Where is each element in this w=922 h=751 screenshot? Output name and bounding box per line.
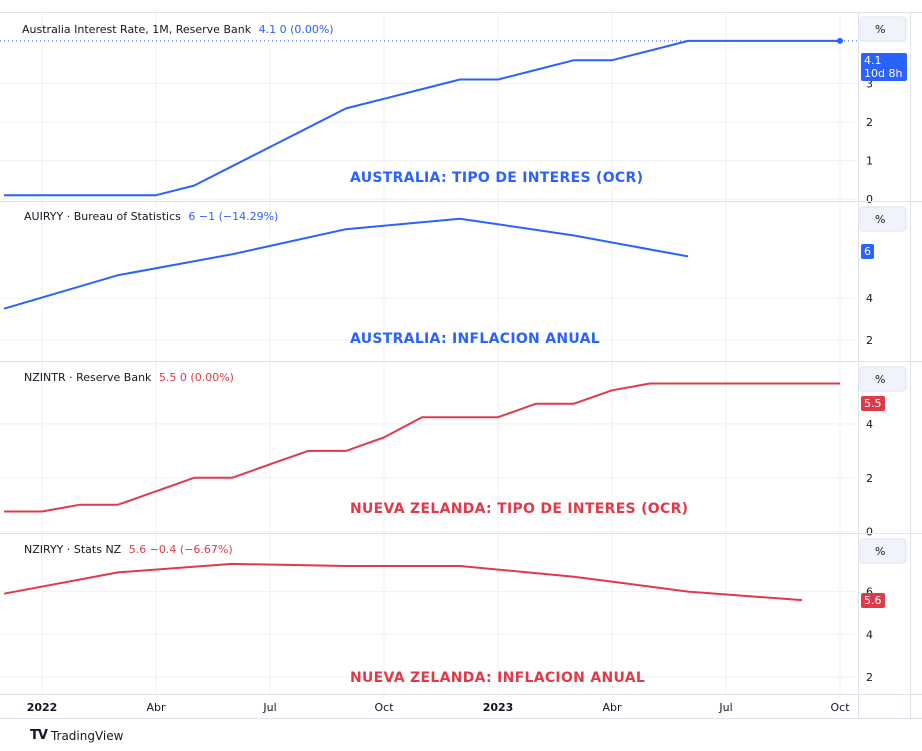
pane1-legend-name: Australia Interest Rate, 1M, Reserve Ban… [22, 23, 252, 36]
pane2-series-line [3, 217, 689, 310]
pane3-percent-label: % [875, 373, 885, 386]
pane1-y-tick-label: 3 [866, 77, 873, 90]
x-tick-label: Oct [374, 701, 394, 714]
pane4-percent-label: % [875, 545, 885, 558]
x-tick-label: Abr [146, 701, 166, 714]
pane4-y-tick-label: 6 [866, 586, 873, 599]
tradingview-logo-icon: TV [30, 728, 48, 743]
pane3-legend-name: NZINTR · Reserve Bank [24, 371, 152, 384]
pane1-countdown: 10d 8h [864, 67, 903, 80]
pane3-y-tick-label: 0 [866, 526, 873, 539]
pane1-legend: Australia Interest Rate, 1M, Reserve Ban… [22, 23, 334, 36]
pane2-annotation: AUSTRALIA: INFLACION ANUAL [350, 331, 600, 347]
pane3-annotation: NUEVA ZELANDA: TIPO DE INTERES (OCR) [350, 501, 689, 517]
pane3-legend: NZINTR · Reserve Bank 5.5 0 (0.00%) [24, 371, 234, 384]
pane2-legend-name: AUIRYY · Bureau of Statistics [24, 210, 181, 223]
pane1-percent-toggle [859, 16, 907, 42]
pane4-legend-values: 5.6 −0.4 (−6.67%) [128, 543, 233, 556]
x-tick-label: Jul [718, 701, 732, 714]
x-tick-label: 2023 [483, 701, 514, 714]
pane1-last-point-marker [837, 37, 843, 44]
x-tick-label: Jul [262, 701, 276, 714]
tradingview-branding[interactable]: TV TradingView [30, 728, 123, 743]
pane4-legend-name: NZIRYY · Stats NZ [24, 543, 122, 556]
pane3-y-tick-label: 4 [866, 418, 873, 431]
pane1-last-value-badge: 4.1 10d 8h [861, 53, 907, 81]
pane3-legend-values: 5.5 0 (0.00%) [158, 371, 234, 384]
pane1-annotation: AUSTRALIA: TIPO DE INTERES (OCR) [350, 170, 644, 186]
pane3-series-line [4, 382, 840, 513]
pane2-percent-label: % [875, 213, 885, 226]
pane4-legend: NZIRYY · Stats NZ 5.6 −0.4 (−6.67%) [24, 543, 233, 556]
pane3-y-tick-label: 2 [866, 472, 873, 485]
pane4-series-line [3, 562, 803, 602]
pane2-last-value-badge: 6 [861, 244, 874, 259]
pane1-y-tick-label: 0 [866, 193, 873, 206]
tradingview-name: TradingView [50, 728, 124, 743]
x-tick-label: 2022 [27, 701, 58, 714]
pane4-percent-toggle [859, 538, 907, 564]
x-tick-label: Oct [830, 701, 850, 714]
x-tick-label: Abr [602, 701, 622, 714]
pane2-y-tick-label: 4 [866, 292, 873, 305]
pane4-last-value-badge: 5.6 [861, 593, 885, 608]
pane1-y-tick-label: 2 [866, 116, 873, 129]
pane2-percent-toggle [859, 206, 907, 232]
pane2-legend-values: 6 −1 (−14.29%) [188, 210, 279, 223]
pane2-legend: AUIRYY · Bureau of Statistics 6 −1 (−14.… [24, 210, 278, 223]
pane1-percent-label: % [875, 23, 885, 36]
pane4-y-tick-label: 2 [866, 671, 873, 684]
pane3-percent-toggle [859, 366, 907, 392]
pane4-annotation: NUEVA ZELANDA: INFLACION ANUAL [350, 670, 646, 686]
pane1-y-tick-label: 1 [866, 155, 873, 168]
pane4-y-tick-label: 4 [866, 628, 873, 641]
pane2-y-tick-label: 2 [866, 334, 873, 347]
pane1-last-value: 4.1 [864, 54, 882, 67]
pane1-legend-values: 4.1 0 (0.00%) [258, 23, 334, 36]
pane3-last-value-badge: 5.5 [861, 396, 885, 411]
